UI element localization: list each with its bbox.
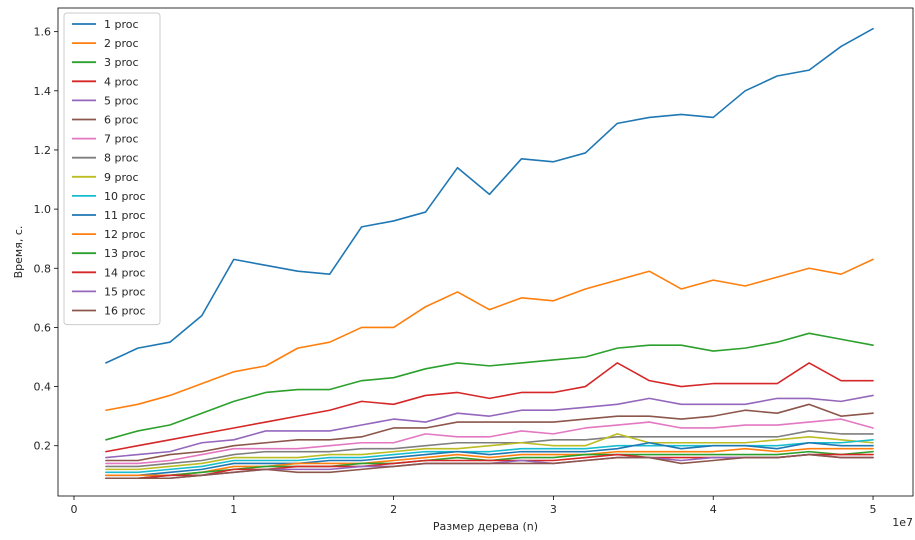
y-tick-label: 0.2 (34, 440, 52, 453)
series-line-9 (105, 433, 874, 471)
x-axis: 0 1 2 3 4 5 (70, 496, 877, 516)
series-line-16 (105, 453, 874, 480)
y-tick-label: 1.6 (34, 26, 52, 39)
legend-label-10: 10 proc (104, 190, 146, 203)
series-line-7 (105, 418, 874, 465)
series-line-8 (105, 430, 874, 468)
y-tick-label: 1.0 (34, 203, 52, 216)
legend-label-1: 1 proc (104, 18, 139, 31)
legend-label-13: 13 proc (104, 247, 146, 260)
x-tick-label: 4 (710, 503, 717, 516)
legend-box (63, 12, 161, 326)
x-tick-label: 2 (390, 503, 397, 516)
y-tick-label: 1.2 (34, 144, 52, 157)
x-tick-label: 0 (70, 503, 77, 516)
y-axis-label: Время, с. (12, 226, 25, 279)
series-line-11 (105, 441, 874, 477)
series-line-1 (105, 27, 874, 364)
y-tick-label: 0.6 (34, 321, 52, 334)
legend-label-3: 3 proc (104, 56, 139, 69)
y-axis: 0.2 0.4 0.6 0.8 1.0 1.2 1.4 1.6 (34, 26, 58, 453)
legend-label-6: 6 proc (104, 114, 139, 127)
legend-label-4: 4 proc (104, 75, 139, 88)
series-line-3 (105, 332, 874, 441)
plot-frame (57, 7, 914, 497)
x-axis-label: Размер дерева (n) (433, 520, 538, 533)
x-tick-label: 5 (870, 503, 877, 516)
legend-label-16: 16 proc (104, 305, 146, 318)
legend-label-8: 8 proc (104, 152, 139, 165)
legend-label-5: 5 proc (104, 94, 139, 107)
y-tick-label: 0.8 (34, 262, 52, 275)
legend-label-7: 7 proc (104, 133, 139, 146)
y-tick-label: 0.4 (34, 381, 52, 394)
legend-label-14: 14 proc (104, 266, 146, 279)
series-line-2 (105, 258, 874, 412)
series-layer (105, 27, 874, 480)
series-line-6 (105, 403, 874, 462)
x-axis-multiplier: 1e7 (892, 516, 913, 529)
legend-label-12: 12 proc (104, 228, 146, 241)
series-line-5 (105, 394, 874, 459)
x-tick-label: 1 (230, 503, 237, 516)
x-tick-label: 3 (550, 503, 557, 516)
series-line-4 (105, 362, 874, 453)
legend-label-2: 2 proc (104, 37, 139, 50)
y-tick-label: 1.4 (34, 85, 52, 98)
legend: 1 proc 2 proc 3 proc 4 proc 5 proc 6 proc 7 pr… (63, 12, 161, 326)
series-line-12 (105, 447, 874, 477)
legend-label-11: 11 proc (104, 209, 146, 222)
legend-label-9: 9 proc (104, 171, 139, 184)
legend-label-15: 15 proc (104, 285, 146, 298)
